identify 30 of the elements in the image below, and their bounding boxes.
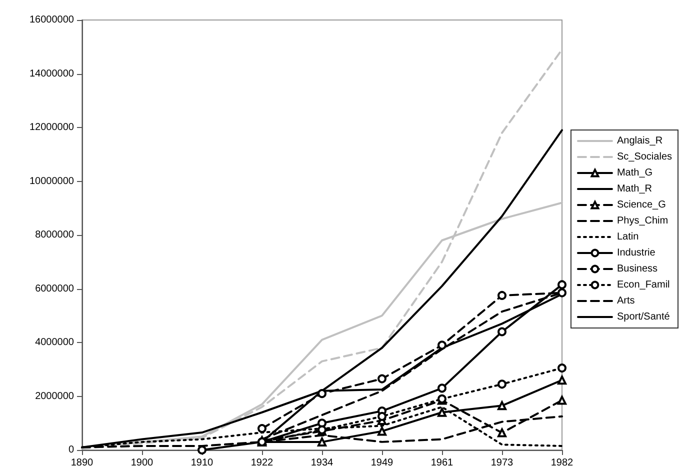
- legend-label: Econ_Famil: [616, 280, 670, 290]
- x-tick-label: 1890: [70, 458, 94, 468]
- y-tick-label: 8000000: [35, 230, 74, 240]
- y-tick-label: 12000000: [30, 122, 74, 133]
- legend-label: Industrie: [616, 248, 656, 258]
- x-tick-label: 1922: [250, 458, 274, 468]
- y-tick-label: 2000000: [35, 390, 74, 402]
- x-tick-label: 1973: [490, 458, 514, 468]
- legend-label: Sport/Santé: [616, 312, 670, 322]
- legend-label: Math_R: [616, 184, 652, 194]
- x-tick-label: 1949: [370, 458, 394, 468]
- legend-label: Arts: [616, 296, 635, 306]
- y-tick-label: 4000000: [35, 337, 74, 348]
- y-tick-label: 0: [68, 444, 74, 456]
- legend-label: Science_G: [616, 200, 666, 210]
- x-tick-label: 1934: [310, 458, 334, 468]
- x-tick-label: 1900: [130, 458, 154, 468]
- y-tick-label: 16000000: [30, 14, 74, 26]
- y-tick-label: 6000000: [35, 283, 74, 294]
- x-tick-label: 1961: [430, 458, 454, 468]
- legend-label: Sc_Sociales: [616, 152, 672, 162]
- legend-label: Math_G: [616, 168, 653, 178]
- x-tick-label: 1910: [190, 458, 214, 468]
- legend-label: Anglais_R: [616, 136, 663, 146]
- y-tick-label: 10000000: [30, 176, 74, 187]
- legend-label: Latin: [616, 232, 639, 242]
- legend-label: Phys_Chim: [616, 216, 668, 226]
- legend-label: Business: [616, 264, 658, 274]
- x-tick-label: 1982: [550, 458, 574, 468]
- y-tick-label: 14000000: [30, 68, 74, 80]
